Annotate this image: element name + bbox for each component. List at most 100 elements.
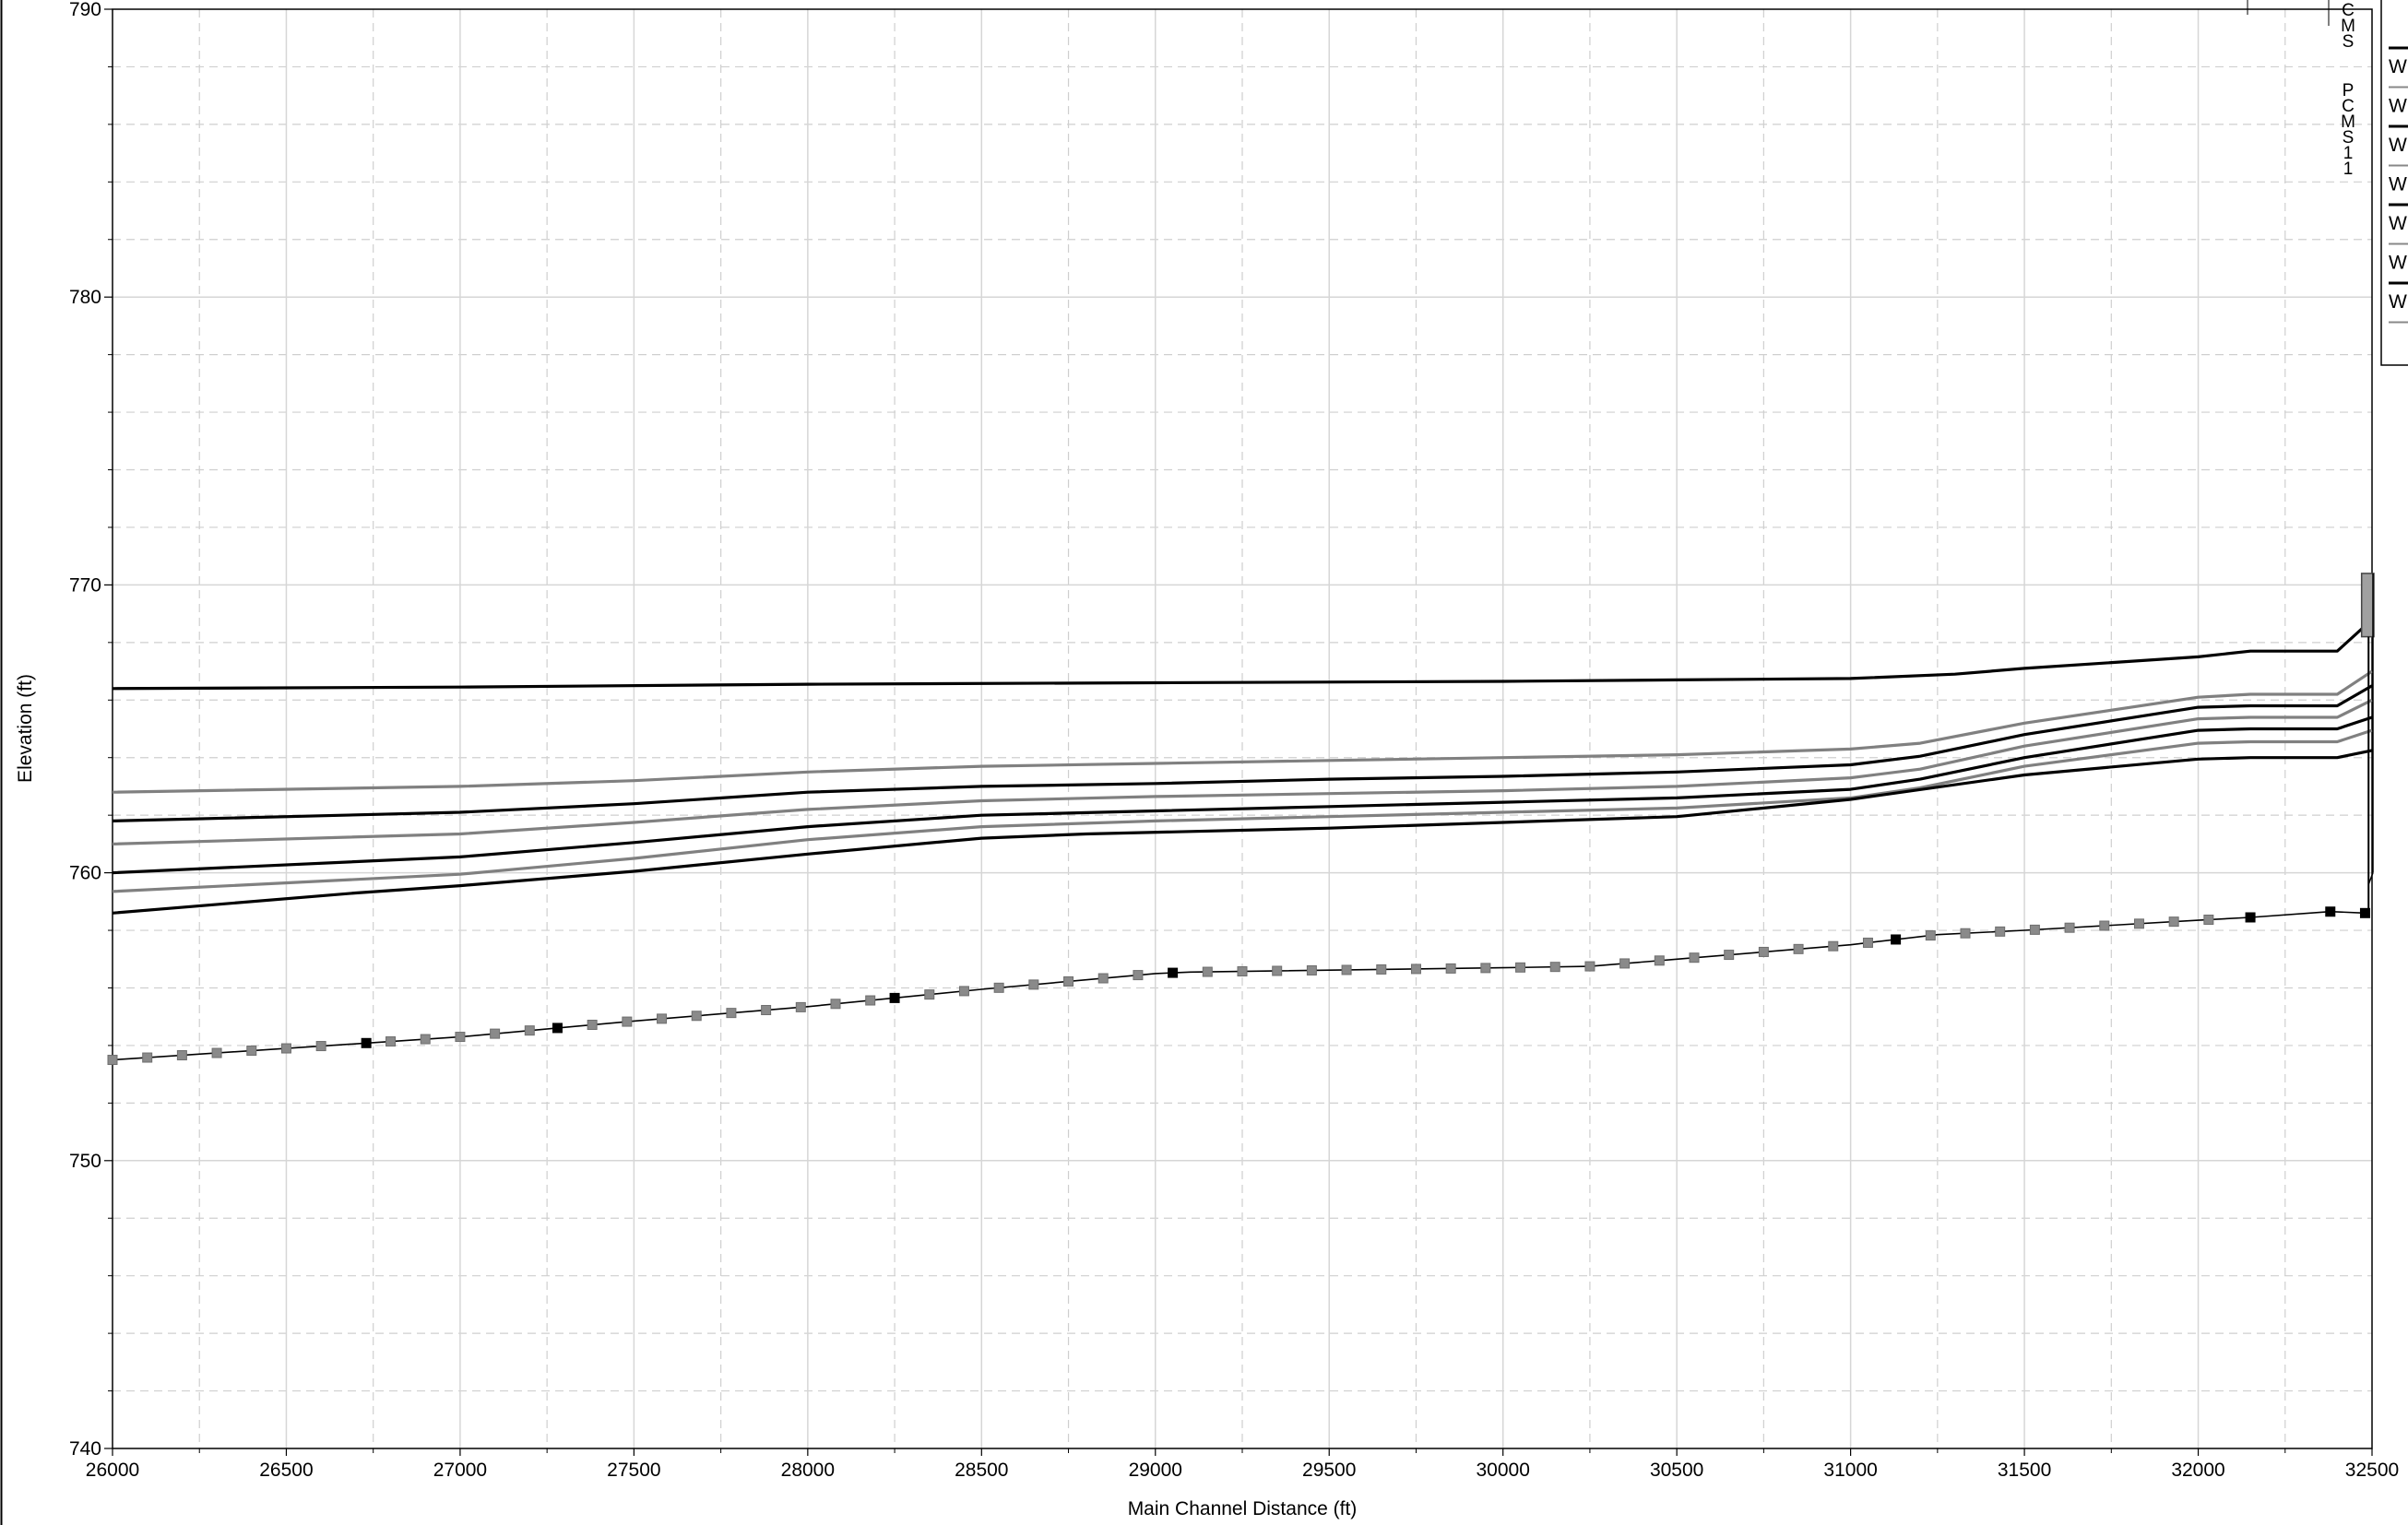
ground-marker bbox=[1063, 975, 1074, 987]
y-tick-label: 780 bbox=[69, 287, 101, 308]
ground-marker bbox=[2359, 907, 2370, 918]
structure-label-char: S bbox=[2343, 32, 2355, 52]
ground-marker bbox=[1445, 963, 1456, 974]
ground-marker bbox=[552, 1023, 563, 1034]
bridge-deck bbox=[2360, 573, 2375, 638]
ground-marker bbox=[795, 1001, 806, 1012]
y-tick-label: 760 bbox=[69, 863, 101, 884]
ground-marker bbox=[761, 1005, 772, 1016]
ground-marker bbox=[993, 982, 1004, 993]
ground-marker bbox=[1028, 979, 1039, 990]
ws-series-line bbox=[112, 698, 2373, 845]
ground-marker bbox=[1619, 958, 1631, 969]
ground-marker bbox=[1237, 966, 1248, 977]
ground-marker bbox=[657, 1013, 668, 1024]
ground-marker bbox=[361, 1037, 372, 1048]
ground-marker bbox=[211, 1047, 222, 1058]
structure-label-char: M bbox=[2341, 112, 2355, 132]
ground-marker bbox=[1689, 952, 1700, 963]
ground-marker bbox=[830, 999, 841, 1010]
ground-marker bbox=[2099, 920, 2110, 931]
ground-marker bbox=[1758, 946, 1769, 957]
ground-marker bbox=[1828, 940, 1839, 952]
ground-marker bbox=[1995, 926, 2006, 937]
ground-marker bbox=[1376, 963, 1387, 975]
x-axis: 26000 26500 27000 27500 28000 28500 29000 29500… bbox=[86, 1448, 2399, 1481]
ws-series-line bbox=[112, 618, 2374, 691]
x-tick-label: 26000 bbox=[86, 1460, 139, 1481]
ground-marker bbox=[1584, 961, 1595, 972]
y-tick-label: 770 bbox=[69, 574, 101, 596]
structure-label-char: M bbox=[2341, 17, 2355, 36]
legend-label: W bbox=[2389, 174, 2407, 195]
ground-marker bbox=[2064, 922, 2075, 933]
ground-marker bbox=[691, 1011, 702, 1022]
ground-marker bbox=[622, 1016, 633, 1027]
x-tick-label: 27500 bbox=[607, 1460, 660, 1481]
x-tick-label: 30500 bbox=[1650, 1460, 1703, 1481]
x-tick-label: 32000 bbox=[2171, 1460, 2224, 1481]
ground-marker bbox=[2133, 918, 2144, 929]
ground-marker bbox=[1480, 963, 1491, 974]
y-tick-label: 750 bbox=[69, 1151, 101, 1172]
ground-marker bbox=[2245, 912, 2256, 923]
ground-marker bbox=[280, 1043, 291, 1054]
ground-marker bbox=[1724, 950, 1735, 961]
ws-series-line bbox=[112, 728, 2373, 893]
legend-label: W bbox=[2389, 253, 2407, 274]
ground-marker bbox=[1272, 965, 1283, 976]
x-tick-label: 29000 bbox=[1129, 1460, 1182, 1481]
x-tick-label: 31500 bbox=[1998, 1460, 2051, 1481]
ground-marker bbox=[1793, 943, 1804, 954]
ground-marker bbox=[587, 1020, 598, 1031]
ground-marker bbox=[420, 1034, 431, 1045]
ground-marker bbox=[1925, 930, 1936, 941]
x-tick-label: 29500 bbox=[1302, 1460, 1356, 1481]
structure-label-char: P bbox=[2343, 81, 2355, 100]
ground-marker bbox=[2029, 924, 2040, 935]
legend-label: W bbox=[2389, 213, 2407, 234]
ground-marker bbox=[1097, 973, 1109, 984]
ground-marker bbox=[315, 1041, 326, 1052]
ground-marker bbox=[924, 989, 935, 1000]
x-tick-label: 28500 bbox=[955, 1460, 1008, 1481]
ground-marker bbox=[1960, 928, 1971, 939]
legend-label: W bbox=[2389, 96, 2407, 117]
ground-marker bbox=[865, 995, 876, 1006]
structure-label-char: 1 bbox=[2343, 160, 2354, 179]
x-tick-label: 32500 bbox=[2345, 1460, 2399, 1481]
bridge-edge bbox=[2367, 872, 2374, 885]
ground-marker bbox=[958, 986, 969, 997]
ground-marker bbox=[1654, 955, 1665, 966]
ground-marker bbox=[1515, 962, 1526, 973]
legend-label: W bbox=[2389, 56, 2407, 77]
x-tick-label: 30000 bbox=[1476, 1460, 1529, 1481]
x-tick-label: 28000 bbox=[781, 1460, 835, 1481]
ground-profile bbox=[107, 906, 2370, 1066]
water-surface-series bbox=[112, 618, 2374, 915]
ground-marker bbox=[490, 1028, 501, 1039]
x-tick-label: 31000 bbox=[1823, 1460, 1877, 1481]
structure-label-char: C bbox=[2342, 1, 2355, 20]
ground-marker bbox=[1202, 966, 1213, 977]
ground-marker bbox=[2203, 914, 2214, 925]
ws-series-line bbox=[112, 715, 2373, 875]
ground-marker bbox=[1341, 964, 1352, 975]
ws-series-line bbox=[112, 669, 2373, 794]
x-tick-label: 27000 bbox=[433, 1460, 487, 1481]
ground-marker bbox=[1891, 934, 1902, 945]
structure-label-char: 1 bbox=[2343, 144, 2354, 163]
ground-marker bbox=[246, 1046, 257, 1057]
x-tick-label: 26500 bbox=[259, 1460, 313, 1481]
ground-marker bbox=[176, 1050, 187, 1061]
x-axis-title: Main Channel Distance (ft) bbox=[1128, 1498, 1358, 1519]
ground-marker bbox=[889, 992, 900, 1003]
ground-marker bbox=[524, 1025, 535, 1036]
legend-label: W bbox=[2389, 135, 2407, 156]
structure-label-char: S bbox=[2343, 128, 2355, 148]
ground-marker bbox=[1133, 970, 1144, 981]
ground-marker bbox=[455, 1032, 466, 1043]
